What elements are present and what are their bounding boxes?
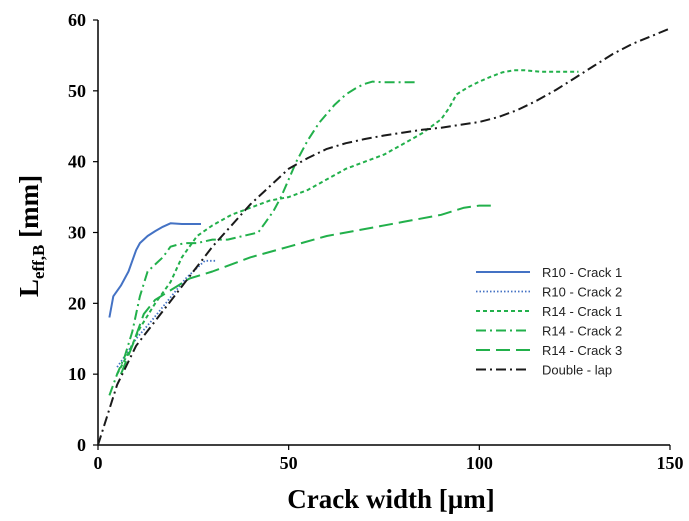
legend: R10 - Crack 1 R10 - Crack 2 R14 - Crack 1 R… — [476, 265, 622, 378]
series-line-1 — [108, 222, 201, 318]
x-tick-label: 100 — [466, 453, 493, 473]
axes: 0 50 100 150 0 10 20 30 40 50 60 — [68, 10, 684, 473]
series-line-3 — [116, 69, 579, 375]
legend-label-1: R10 - Crack 1 — [542, 265, 622, 280]
x-tick-label: 150 — [657, 453, 684, 473]
y-tick-label: 40 — [68, 152, 86, 172]
y-tick-label: 10 — [68, 364, 86, 384]
legend-label-5: R14 - Crack 3 — [542, 343, 622, 358]
legend-label-3: R14 - Crack 1 — [542, 304, 622, 319]
y-axis-label-main: L — [14, 279, 44, 297]
y-tick-label: 0 — [77, 435, 86, 455]
x-tick-label: 0 — [94, 453, 103, 473]
y-axis-label-unit: [mm] — [14, 175, 44, 245]
y-tick-label: 20 — [68, 293, 86, 313]
series-line-5 — [119, 204, 495, 375]
y-tick-label: 30 — [68, 223, 86, 243]
series-line-6 — [97, 27, 671, 446]
series-layer — [97, 27, 671, 446]
y-axis-label-sub: eff,B — [29, 245, 48, 279]
y-tick-label: 60 — [68, 10, 86, 30]
series-line-2 — [116, 259, 217, 368]
legend-label-6: Double - lap — [542, 363, 612, 378]
y-tick-label: 50 — [68, 81, 86, 101]
y-axis-label: Leff,B [mm] — [14, 175, 48, 297]
x-axis-label: Crack width [µm] — [287, 484, 495, 514]
legend-label-4: R14 - Crack 2 — [542, 324, 622, 339]
x-tick-label: 50 — [280, 453, 298, 473]
legend-label-2: R10 - Crack 2 — [542, 285, 622, 300]
series-line-4 — [108, 80, 419, 396]
